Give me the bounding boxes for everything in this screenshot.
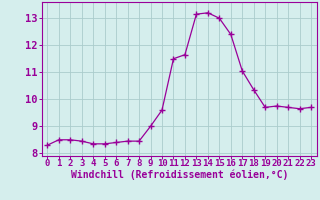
- X-axis label: Windchill (Refroidissement éolien,°C): Windchill (Refroidissement éolien,°C): [70, 170, 288, 180]
